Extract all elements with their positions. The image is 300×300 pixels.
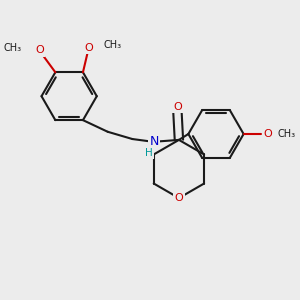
Text: H: H [145,148,152,158]
Text: CH₃: CH₃ [277,129,295,139]
Text: N: N [149,135,159,148]
Text: O: O [84,43,93,52]
Text: O: O [263,129,272,139]
Text: CH₃: CH₃ [103,40,122,50]
Text: O: O [173,102,182,112]
Text: O: O [175,193,183,203]
Text: CH₃: CH₃ [4,43,22,52]
Text: O: O [35,46,44,56]
